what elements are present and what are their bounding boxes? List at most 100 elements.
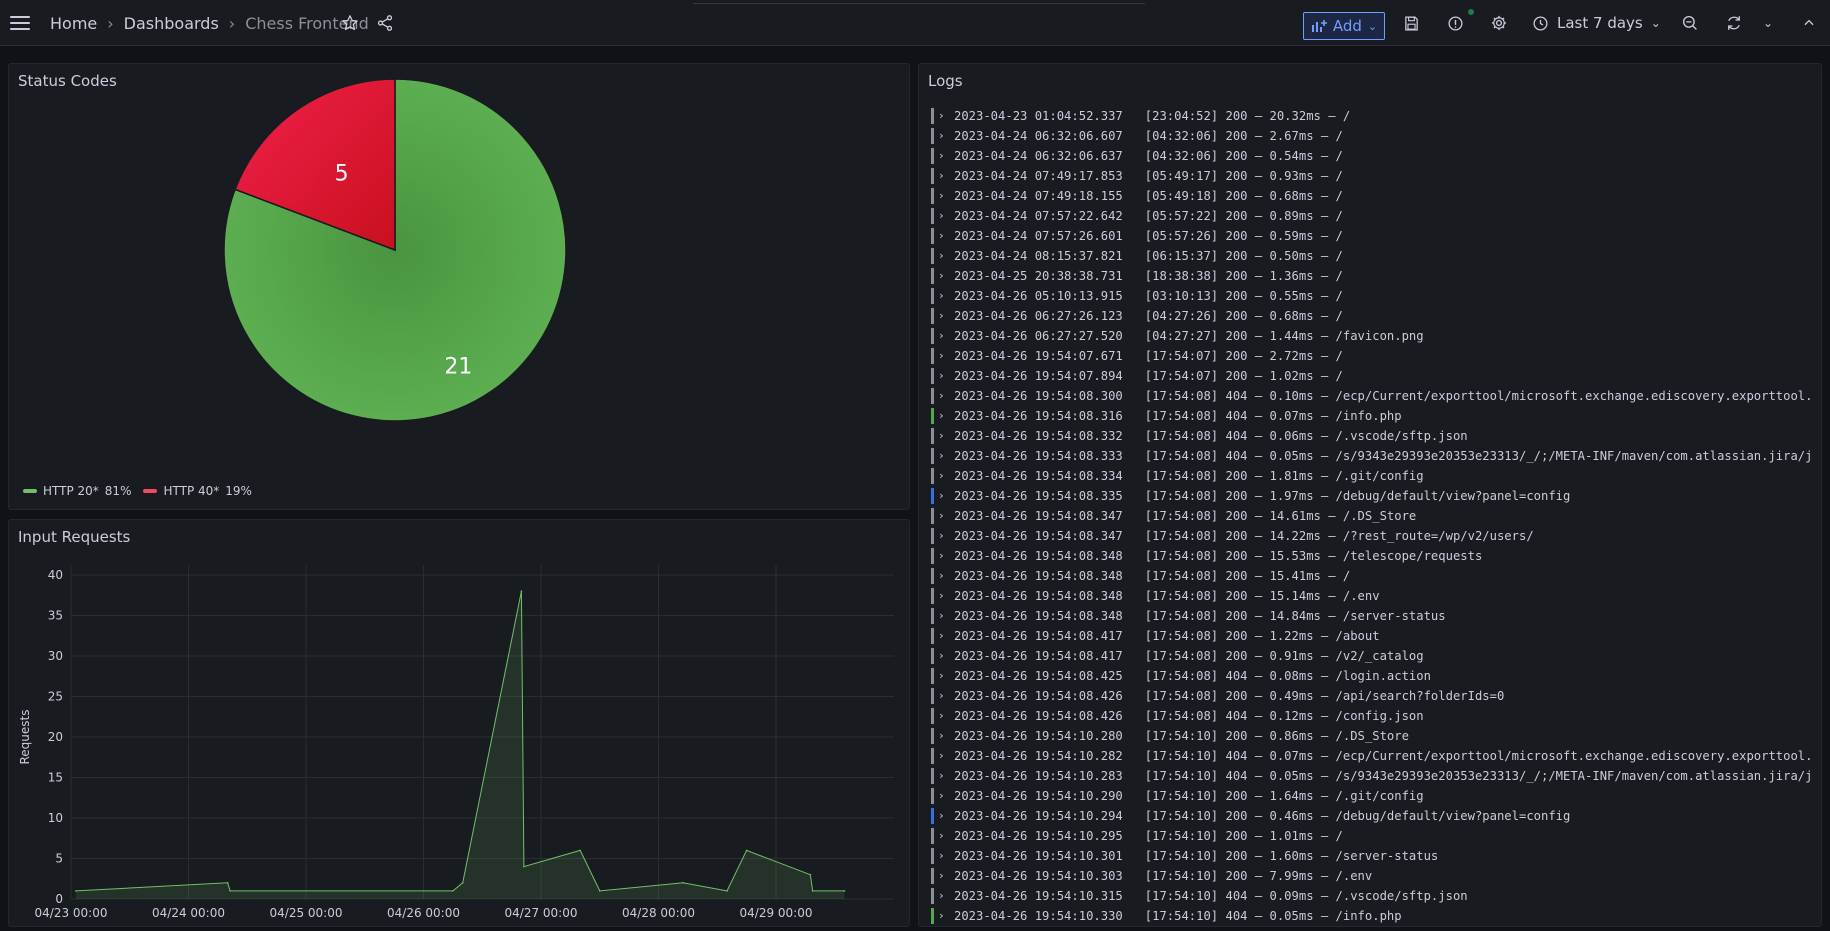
chevron-right-icon[interactable]: ›	[938, 269, 945, 282]
chevron-right-icon[interactable]: ›	[938, 369, 945, 382]
chevron-right-icon[interactable]: ›	[938, 729, 945, 742]
chevron-right-icon[interactable]: ›	[938, 769, 945, 782]
chevron-right-icon[interactable]: ›	[938, 829, 945, 842]
breadcrumb-dashboards[interactable]: Dashboards	[123, 13, 219, 33]
chevron-right-icon[interactable]: ›	[938, 789, 945, 802]
log-row[interactable]: › 2023-04-26 19:54:08.300 [17:54:08] 404 —…	[931, 386, 1821, 406]
chevron-right-icon[interactable]: ›	[938, 629, 945, 642]
log-row[interactable]: › 2023-04-23 01:04:52.337 [23:04:52] 200 —…	[931, 106, 1821, 126]
share-icon[interactable]	[375, 13, 395, 33]
pie-slice-http40[interactable]	[234, 78, 396, 252]
chevron-right-icon[interactable]: ›	[938, 309, 945, 322]
chevron-right-icon[interactable]: ›	[938, 329, 945, 342]
chevron-right-icon[interactable]: ›	[938, 429, 945, 442]
chevron-right-icon[interactable]: ›	[938, 649, 945, 662]
chevron-right-icon[interactable]: ›	[938, 209, 945, 222]
menu-icon[interactable]	[10, 12, 32, 34]
log-row[interactable]: › 2023-04-24 06:32:06.637 [04:32:06] 200 —…	[931, 146, 1821, 166]
chevron-right-icon[interactable]: ›	[938, 889, 945, 902]
chevron-right-icon[interactable]: ›	[938, 589, 945, 602]
chevron-right-icon[interactable]: ›	[938, 809, 945, 822]
chevron-right-icon[interactable]: ›	[938, 389, 945, 402]
log-row[interactable]: › 2023-04-26 05:10:13.915 [03:10:13] 200 —…	[931, 286, 1821, 306]
series-line[interactable]	[75, 591, 845, 892]
chevron-right-icon[interactable]: ›	[938, 189, 945, 202]
add-button[interactable]: Add ⌄	[1303, 12, 1385, 40]
log-row[interactable]: › 2023-04-26 19:54:08.347 [17:54:08] 200 —…	[931, 506, 1821, 526]
log-row[interactable]: › 2023-04-26 19:54:10.315 [17:54:10] 404 —…	[931, 886, 1821, 906]
chevron-right-icon[interactable]: ›	[938, 849, 945, 862]
log-row[interactable]: › 2023-04-26 19:54:10.280 [17:54:10] 200 —…	[931, 726, 1821, 746]
chevron-right-icon[interactable]: ›	[938, 149, 945, 162]
log-row[interactable]: › 2023-04-26 19:54:08.348 [17:54:08] 200 —…	[931, 546, 1821, 566]
log-row[interactable]: › 2023-04-24 07:49:17.853 [05:49:17] 200 —…	[931, 166, 1821, 186]
log-row[interactable]: › 2023-04-26 19:54:10.282 [17:54:10] 404 —…	[931, 746, 1821, 766]
save-icon[interactable]	[1401, 13, 1421, 33]
log-row[interactable]: › 2023-04-24 08:15:37.821 [06:15:37] 200 —…	[931, 246, 1821, 266]
chevron-right-icon[interactable]: ›	[938, 229, 945, 242]
chevron-right-icon[interactable]: ›	[938, 109, 945, 122]
log-row[interactable]: › 2023-04-26 19:54:08.334 [17:54:08] 200 —…	[931, 466, 1821, 486]
chevron-right-icon[interactable]: ›	[938, 569, 945, 582]
info-icon[interactable]	[1445, 13, 1465, 33]
log-row[interactable]: › 2023-04-26 19:54:10.294 [17:54:10] 200 —…	[931, 806, 1821, 826]
chevron-right-icon[interactable]: ›	[938, 249, 945, 262]
log-row[interactable]: › 2023-04-26 19:54:08.425 [17:54:08] 404 —…	[931, 666, 1821, 686]
chevron-right-icon[interactable]: ›	[938, 869, 945, 882]
chevron-right-icon[interactable]: ›	[938, 409, 945, 422]
log-row[interactable]: › 2023-04-26 19:54:10.283 [17:54:10] 404 —…	[931, 766, 1821, 786]
log-row[interactable]: › 2023-04-24 07:57:22.642 [05:57:22] 200 —…	[931, 206, 1821, 226]
chevron-right-icon[interactable]: ›	[938, 129, 945, 142]
log-row[interactable]: › 2023-04-26 19:54:08.417 [17:54:08] 200 —…	[931, 646, 1821, 666]
log-row[interactable]: › 2023-04-26 19:54:08.348 [17:54:08] 200 —…	[931, 566, 1821, 586]
log-row[interactable]: › 2023-04-26 19:54:08.348 [17:54:08] 200 —…	[931, 606, 1821, 626]
log-row[interactable]: › 2023-04-24 07:57:26.601 [05:57:26] 200 —…	[931, 226, 1821, 246]
log-row[interactable]: › 2023-04-26 19:54:10.330 [17:54:10] 404 —…	[931, 906, 1821, 926]
log-row[interactable]: › 2023-04-26 19:54:08.347 [17:54:08] 200 —…	[931, 526, 1821, 546]
chevron-right-icon[interactable]: ›	[938, 709, 945, 722]
log-row[interactable]: › 2023-04-24 06:32:06.607 [04:32:06] 200 —…	[931, 126, 1821, 146]
chevron-right-icon[interactable]: ›	[938, 669, 945, 682]
log-row[interactable]: › 2023-04-26 19:54:08.332 [17:54:08] 404 —…	[931, 426, 1821, 446]
chevron-right-icon[interactable]: ›	[938, 349, 945, 362]
log-row[interactable]: › 2023-04-26 19:54:08.426 [17:54:08] 200 —…	[931, 686, 1821, 706]
log-row[interactable]: › 2023-04-26 19:54:10.290 [17:54:10] 200 —…	[931, 786, 1821, 806]
log-row[interactable]: › 2023-04-26 19:54:10.301 [17:54:10] 200 —…	[931, 846, 1821, 866]
log-row[interactable]: › 2023-04-26 19:54:08.335 [17:54:08] 200 —…	[931, 486, 1821, 506]
gear-icon[interactable]	[1489, 13, 1509, 33]
chevron-right-icon[interactable]: ›	[938, 169, 945, 182]
refresh-icon[interactable]	[1724, 13, 1744, 33]
log-row[interactable]: › 2023-04-26 19:54:10.295 [17:54:10] 200 —…	[931, 826, 1821, 846]
log-row[interactable]: › 2023-04-26 19:54:07.894 [17:54:07] 200 —…	[931, 366, 1821, 386]
log-row[interactable]: › 2023-04-26 19:54:08.417 [17:54:08] 200 —…	[931, 626, 1821, 646]
log-row[interactable]: › 2023-04-25 20:38:38.731 [18:38:38] 200 —…	[931, 266, 1821, 286]
chevron-right-icon[interactable]: ›	[938, 749, 945, 762]
log-row[interactable]: › 2023-04-26 19:54:08.333 [17:54:08] 404 —…	[931, 446, 1821, 466]
chevron-right-icon[interactable]: ›	[938, 289, 945, 302]
chevron-right-icon[interactable]: ›	[938, 509, 945, 522]
log-row[interactable]: › 2023-04-26 06:27:26.123 [04:27:26] 200 —…	[931, 306, 1821, 326]
legend-item-http40[interactable]: HTTP 40* 19%	[143, 484, 252, 498]
breadcrumb-home[interactable]: Home	[50, 13, 98, 33]
legend-item-http20[interactable]: HTTP 20* 81%	[23, 484, 131, 498]
time-range-picker[interactable]: Last 7 days ⌄	[1532, 0, 1661, 46]
log-row[interactable]: › 2023-04-26 19:54:07.671 [17:54:07] 200 —…	[931, 346, 1821, 366]
chevron-right-icon[interactable]: ›	[938, 449, 945, 462]
chevron-right-icon[interactable]: ›	[938, 489, 945, 502]
log-row[interactable]: › 2023-04-26 19:54:08.348 [17:54:08] 200 —…	[931, 586, 1821, 606]
chevron-right-icon[interactable]: ›	[938, 609, 945, 622]
log-row[interactable]: › 2023-04-26 06:27:27.520 [04:27:27] 200 —…	[931, 326, 1821, 346]
collapse-chevron-up-icon[interactable]	[1799, 13, 1819, 33]
refresh-interval-chevron-icon[interactable]: ⌄	[1762, 16, 1774, 30]
chevron-right-icon[interactable]: ›	[938, 529, 945, 542]
log-row[interactable]: › 2023-04-26 19:54:08.426 [17:54:08] 404 —…	[931, 706, 1821, 726]
chevron-right-icon[interactable]: ›	[938, 469, 945, 482]
chevron-right-icon[interactable]: ›	[938, 689, 945, 702]
zoom-out-icon[interactable]	[1680, 13, 1700, 33]
star-icon[interactable]	[340, 13, 360, 33]
chevron-right-icon[interactable]: ›	[938, 909, 945, 922]
log-row[interactable]: › 2023-04-24 07:49:18.155 [05:49:18] 200 —…	[931, 186, 1821, 206]
log-row[interactable]: › 2023-04-26 19:54:08.316 [17:54:08] 404 —…	[931, 406, 1821, 426]
chevron-right-icon[interactable]: ›	[938, 549, 945, 562]
log-row[interactable]: › 2023-04-26 19:54:10.303 [17:54:10] 200 —…	[931, 866, 1821, 886]
